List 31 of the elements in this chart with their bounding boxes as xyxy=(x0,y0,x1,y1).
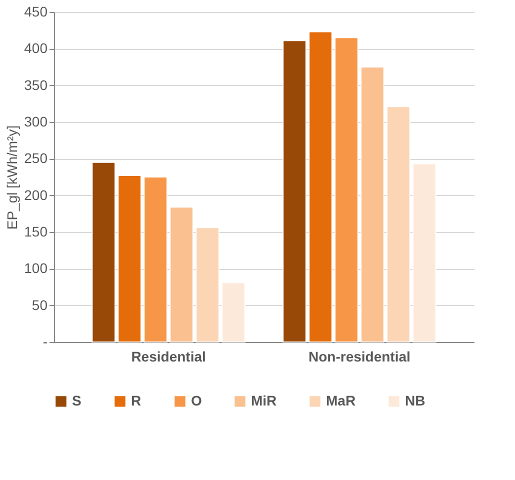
legend-label: R xyxy=(131,392,142,408)
bar xyxy=(118,175,142,342)
x-tick-label: Non-residential xyxy=(308,348,410,364)
bar xyxy=(360,66,384,342)
y-tick-label: 250 xyxy=(24,150,48,166)
legend-label: MaR xyxy=(326,392,356,408)
legend-label: O xyxy=(191,392,202,408)
y-tick-label: 400 xyxy=(24,40,48,56)
bar xyxy=(412,163,436,342)
y-tick-label: - xyxy=(42,334,48,350)
bar xyxy=(222,282,246,342)
y-tick-label: 350 xyxy=(24,76,48,93)
bar xyxy=(170,206,194,342)
y-tick-label: 200 xyxy=(24,186,48,203)
y-tick-label: 150 xyxy=(24,224,48,240)
bar xyxy=(308,31,332,342)
legend-label: NB xyxy=(405,392,426,408)
y-axis-title: EP_gl [kWh/m²y] xyxy=(4,125,20,230)
bar xyxy=(196,227,220,342)
legend-label: S xyxy=(72,392,82,408)
y-tick-label: 100 xyxy=(24,260,48,276)
bar xyxy=(386,106,410,342)
y-tick-label: 450 xyxy=(24,4,48,20)
bar xyxy=(144,176,168,342)
bar xyxy=(282,40,306,342)
y-tick-label: 300 xyxy=(24,114,48,130)
legend-label: MiR xyxy=(251,392,277,408)
bar xyxy=(334,37,358,342)
y-tick-label: 50 xyxy=(32,296,48,313)
bar xyxy=(92,162,116,342)
x-tick-label: Residential xyxy=(131,348,206,364)
